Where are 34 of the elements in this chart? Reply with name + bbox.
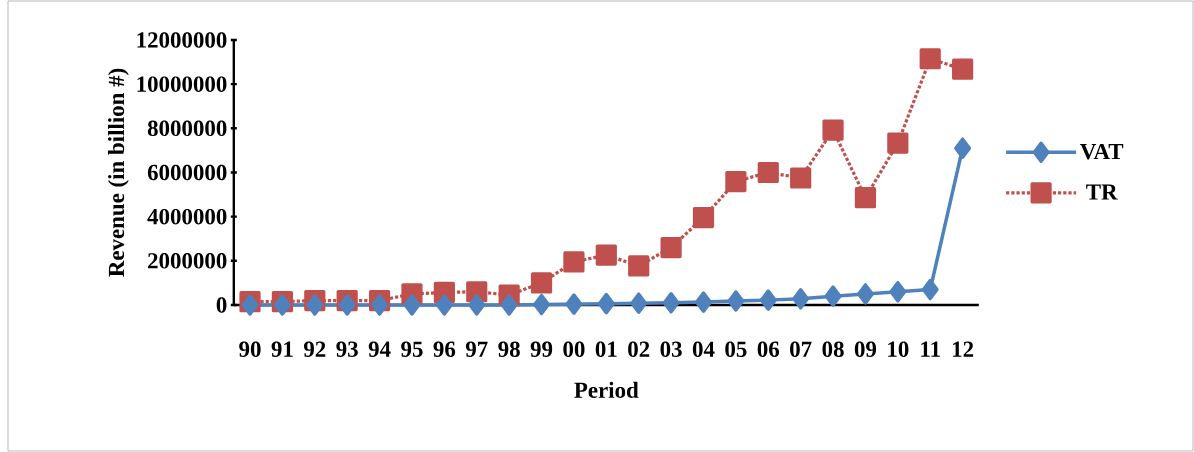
x-tick-label: 10 bbox=[888, 341, 909, 357]
x-tick-label: 99 bbox=[530, 341, 553, 357]
x-tick-label: 95 bbox=[401, 341, 423, 357]
x-tick-label: 04 bbox=[692, 341, 715, 357]
x-tick-label: 08 bbox=[822, 341, 844, 357]
x-tick-label: 12 bbox=[952, 341, 974, 357]
x-tick-label: 00 bbox=[563, 341, 585, 357]
x-tick-label: 90 bbox=[239, 341, 261, 357]
x-tick-label: 06 bbox=[757, 341, 780, 357]
legend-label: TR bbox=[1086, 184, 1118, 200]
x-tick-label: 09 bbox=[854, 341, 877, 357]
x-tick-label: 93 bbox=[336, 341, 358, 357]
y-tick-label: 12000000 bbox=[137, 32, 227, 48]
x-tick-label: 02 bbox=[628, 341, 650, 357]
x-tick-label: 98 bbox=[498, 341, 520, 357]
y-tick-label: 6000000 bbox=[147, 164, 227, 181]
x-tick-label: 11 bbox=[921, 341, 940, 357]
x-tick-label: 01 bbox=[595, 341, 617, 357]
x-tick-label: 05 bbox=[725, 341, 747, 357]
y-tick-label: 2000000 bbox=[148, 253, 227, 269]
x-tick-label: 96 bbox=[433, 341, 456, 357]
x-tick-label: 03 bbox=[660, 341, 682, 357]
x-tick-label: 91 bbox=[271, 341, 293, 357]
y-tick-label: 4000000 bbox=[147, 208, 227, 225]
x-tick-label: 94 bbox=[368, 341, 391, 357]
y-tick-label: 8000000 bbox=[147, 120, 227, 137]
y-tick-label: 10000000 bbox=[137, 76, 227, 92]
y-tick-label: 0 bbox=[216, 297, 227, 313]
x-tick-label: 07 bbox=[790, 341, 812, 357]
legend-label: VAT bbox=[1080, 143, 1124, 160]
y-axis-title: Revenue (in billion #) bbox=[108, 68, 129, 277]
x-tick-label: 92 bbox=[303, 341, 326, 357]
x-axis-title: Period bbox=[574, 381, 639, 398]
x-tick-label: 97 bbox=[465, 341, 488, 357]
